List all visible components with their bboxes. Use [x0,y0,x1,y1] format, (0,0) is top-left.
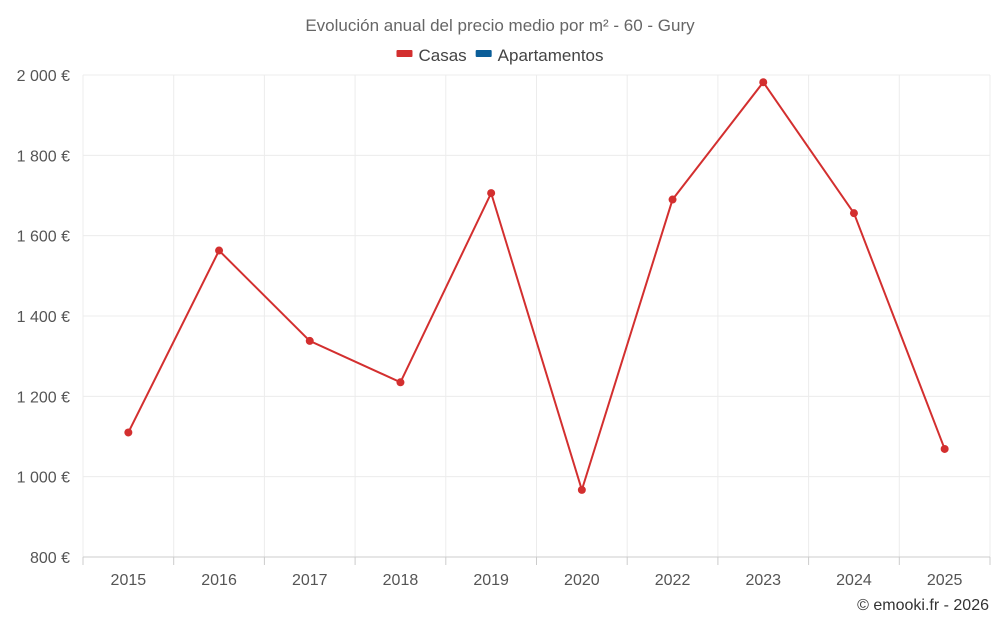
credit-text: © emooki.fr - 2026 [857,597,989,614]
legend[interactable]: Casas Apartamentos [396,46,604,65]
y-tick-label: 1 800 € [17,148,70,165]
x-tick-label: 2020 [564,572,600,589]
x-tick-label: 2025 [927,572,963,589]
series-line-casas [127,80,946,494]
x-tick-label: 2024 [836,572,872,589]
data-point[interactable] [668,195,677,204]
data-point[interactable] [215,246,224,255]
chart-title: Evolución anual del precio medio por m² … [305,16,695,35]
x-tick-label: 2019 [473,572,509,589]
grid-lines [82,74,991,558]
x-tick-label: 2017 [292,572,328,589]
x-tick-label: 2022 [655,572,691,589]
x-axis-ticks: 2015 2016 2017 2018 2019 2020 2022 2023 2024 2025 [82,557,991,589]
legend-item-apartamentos[interactable]: Apartamentos [475,46,604,65]
y-tick-label: 800 € [30,550,70,567]
y-tick-label: 1 000 € [17,470,70,487]
data-point[interactable] [487,189,496,198]
x-tick-label: 2018 [383,572,419,589]
legend-swatch [396,50,413,57]
y-tick-label: 1 600 € [17,229,70,246]
y-tick-label: 1 200 € [17,389,70,406]
y-axis-ticks: 800 € 1 000 € 1 200 € 1 400 € 1 600 € 1 800 €… [17,68,70,567]
data-point[interactable] [849,209,858,218]
x-tick-label: 2015 [111,572,147,589]
legend-swatch [475,50,492,57]
data-point[interactable] [305,336,314,345]
data-point[interactable] [396,378,405,387]
x-tick-label: 2023 [745,572,781,589]
y-tick-label: 1 400 € [17,309,70,326]
legend-label: Apartamentos [498,46,604,65]
data-point[interactable] [124,428,133,437]
data-point[interactable] [577,485,586,494]
x-tick-label: 2016 [201,572,237,589]
data-point[interactable] [940,444,949,453]
legend-label: Casas [418,46,466,65]
legend-item-casas[interactable]: Casas [396,46,467,65]
y-tick-label: 2 000 € [17,68,70,85]
series-layer [124,78,949,494]
data-point[interactable] [759,78,768,87]
